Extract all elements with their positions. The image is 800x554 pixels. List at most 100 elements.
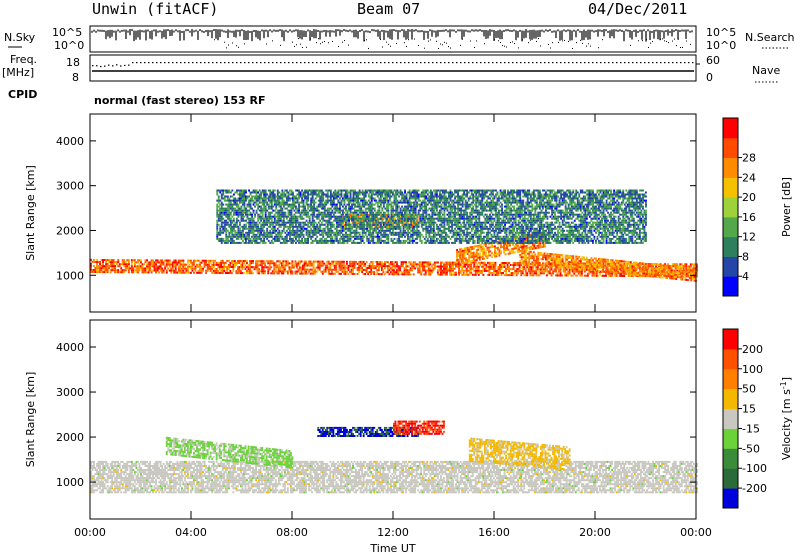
- data-cell: [302, 272, 304, 275]
- data-cell: [302, 227, 305, 230]
- data-cell: [238, 272, 241, 275]
- nave-dot: [568, 62, 570, 64]
- data-cell: [531, 247, 534, 250]
- data-cell: [205, 263, 207, 266]
- data-cell: [217, 209, 220, 212]
- data-cell: [258, 264, 261, 267]
- data-cell: [90, 271, 92, 273]
- data-cell: [354, 214, 357, 217]
- data-cell: [655, 271, 658, 274]
- data-cell: [542, 256, 544, 259]
- data-cell: [217, 272, 220, 274]
- data-cell: [264, 205, 267, 208]
- data-cell: [94, 271, 97, 273]
- data-cell: [350, 262, 353, 265]
- data-cell: [433, 261, 436, 264]
- data-cell: [226, 235, 229, 238]
- data-cell: [457, 250, 460, 253]
- data-cell: [576, 264, 579, 267]
- data-cell: [147, 269, 150, 272]
- data-cell: [524, 247, 527, 250]
- data-cell: [290, 233, 293, 236]
- data-cell: [491, 252, 493, 255]
- data-cell: [296, 199, 299, 202]
- data-cell: [254, 223, 256, 226]
- nsearch-dot: [214, 39, 215, 41]
- data-cell: [590, 259, 593, 262]
- nave-dot: [556, 62, 558, 64]
- data-cell: [298, 197, 300, 200]
- data-cell: [174, 269, 177, 272]
- data-cell: [229, 266, 232, 268]
- data-cell: [124, 267, 127, 270]
- data-cell: [364, 273, 367, 275]
- data-cell: [520, 270, 523, 273]
- data-cell: [368, 267, 371, 269]
- data-cell: [593, 267, 596, 270]
- data-cell: [574, 266, 577, 269]
- data-cell: [503, 247, 505, 250]
- data-cell: [263, 233, 266, 236]
- data-cell: [477, 265, 480, 268]
- data-cell: [295, 195, 297, 198]
- data-cell: [327, 268, 330, 271]
- data-cell: [552, 257, 555, 260]
- data-cell: [611, 261, 614, 264]
- data-cell: [346, 262, 348, 265]
- data-cell: [353, 260, 356, 263]
- data-cell: [610, 259, 612, 262]
- data-cell: [294, 264, 297, 267]
- data-cell: [243, 207, 246, 210]
- data-cell: [513, 237, 516, 240]
- data-cell: [380, 214, 383, 217]
- data-cell: [105, 261, 108, 263]
- data-cell: [279, 266, 282, 269]
- data-cell: [229, 205, 232, 208]
- data-cell: [653, 267, 656, 270]
- data-cell: [481, 257, 484, 260]
- nsearch-dot: [380, 38, 381, 40]
- nave-dot: [296, 62, 298, 64]
- data-cell: [595, 263, 597, 266]
- data-cell: [642, 268, 644, 271]
- data-cell: [543, 268, 545, 271]
- cpid-mode-text: normal (fast stereo) 153 RF: [94, 94, 266, 107]
- data-cell: [263, 197, 266, 200]
- data-cell: [180, 267, 183, 270]
- data-cell: [447, 261, 450, 264]
- data-cell: [653, 275, 656, 278]
- data-cell: [232, 262, 235, 264]
- data-cell: [219, 219, 222, 222]
- data-cell: [544, 270, 547, 273]
- data-cell: [383, 263, 386, 266]
- data-cell: [288, 266, 291, 269]
- data-cell: [554, 261, 556, 264]
- data-cell: [261, 209, 264, 212]
- data-cell: [221, 268, 224, 270]
- data-cell: [212, 271, 215, 274]
- data-cell: [167, 261, 170, 264]
- data-cell: [385, 271, 388, 274]
- data-cell: [634, 271, 637, 274]
- data-cell: [305, 191, 308, 194]
- data-cell: [252, 237, 255, 240]
- data-cell: [217, 231, 220, 234]
- data-cell: [569, 267, 572, 270]
- data-cell: [190, 271, 192, 274]
- data-cell: [453, 261, 456, 264]
- data-cell: [679, 268, 682, 271]
- data-cell: [282, 264, 285, 267]
- data-cell: [240, 237, 243, 240]
- data-cell: [235, 241, 238, 244]
- data-cell: [255, 233, 258, 236]
- data-cell: [232, 266, 235, 268]
- data-cell: [462, 273, 465, 276]
- data-cell: [216, 221, 219, 224]
- data-cell: [281, 237, 284, 240]
- data-cell: [402, 261, 404, 264]
- data-cell: [240, 195, 243, 198]
- data-cell: [600, 274, 603, 277]
- data-cell: [647, 273, 650, 276]
- data-cell: [272, 223, 275, 226]
- data-cell: [555, 268, 557, 271]
